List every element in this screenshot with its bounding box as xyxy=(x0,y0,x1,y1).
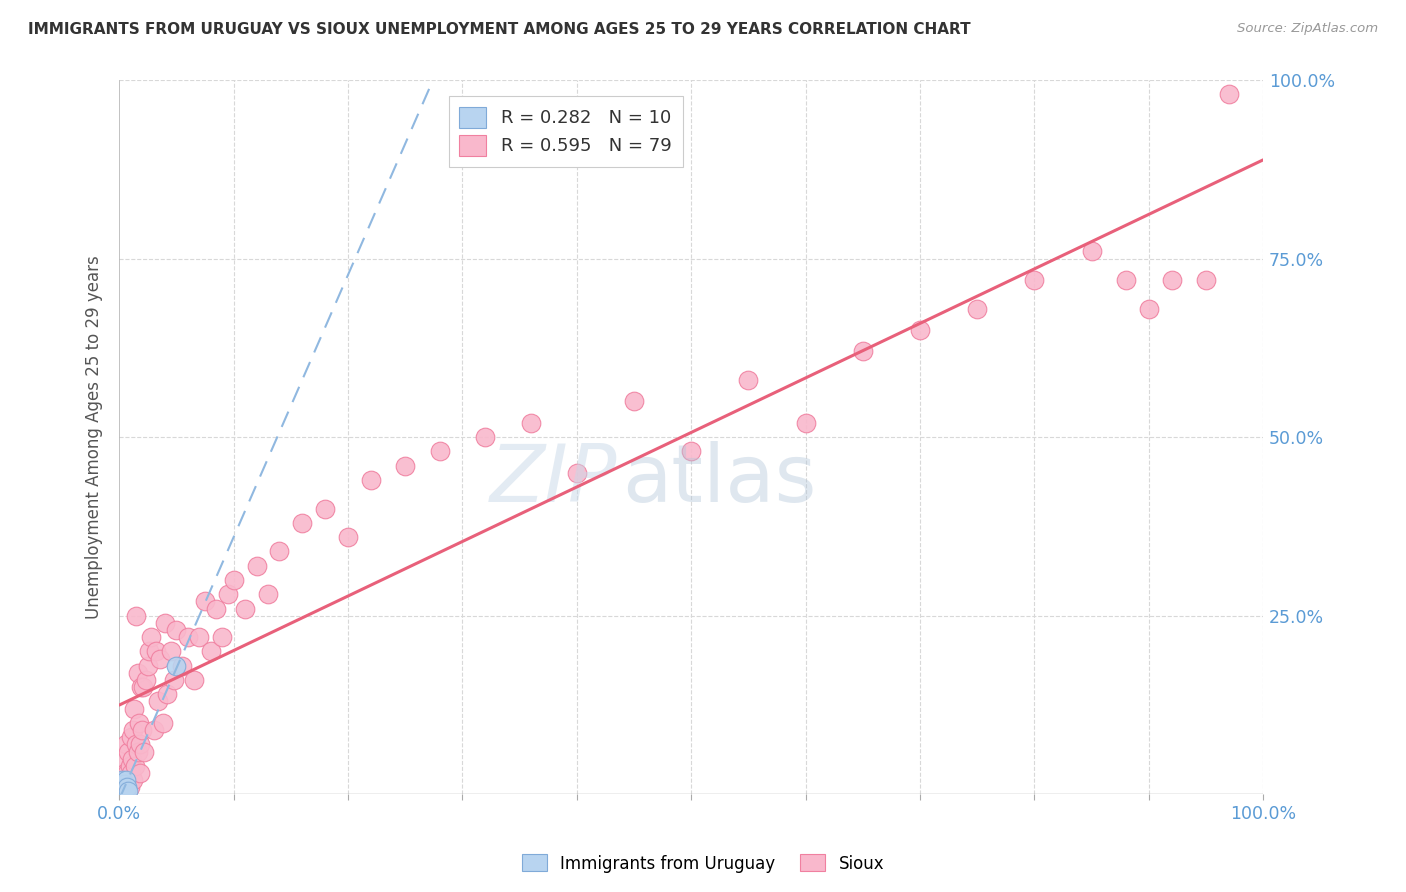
Point xyxy=(114,766,136,780)
Point xyxy=(623,394,645,409)
Point xyxy=(117,744,139,758)
Point xyxy=(127,744,149,758)
Point xyxy=(166,623,188,637)
Point xyxy=(1115,273,1137,287)
Point xyxy=(565,466,588,480)
Point xyxy=(194,594,217,608)
Point xyxy=(114,780,136,795)
Point xyxy=(177,630,200,644)
Point xyxy=(122,723,145,737)
Point xyxy=(794,416,817,430)
Point xyxy=(121,752,143,766)
Point xyxy=(1024,273,1046,287)
Point xyxy=(245,558,267,573)
Point xyxy=(1195,273,1218,287)
Point xyxy=(257,587,280,601)
Point xyxy=(222,573,245,587)
Point xyxy=(152,715,174,730)
Point xyxy=(145,644,167,658)
Point xyxy=(183,673,205,687)
Point xyxy=(146,694,169,708)
Point xyxy=(205,601,228,615)
Point xyxy=(128,766,150,780)
Point xyxy=(159,644,181,658)
Point xyxy=(188,630,211,644)
Point xyxy=(429,444,451,458)
Point xyxy=(115,784,138,798)
Y-axis label: Unemployment Among Ages 25 to 29 years: Unemployment Among Ages 25 to 29 years xyxy=(86,255,103,619)
Point xyxy=(117,766,139,780)
Point xyxy=(153,615,176,630)
Point xyxy=(125,608,148,623)
Point xyxy=(474,430,496,444)
Point xyxy=(117,773,139,788)
Point xyxy=(136,658,159,673)
Point xyxy=(120,730,142,744)
Point xyxy=(127,665,149,680)
Text: atlas: atlas xyxy=(623,441,817,519)
Text: Source: ZipAtlas.com: Source: ZipAtlas.com xyxy=(1237,22,1378,36)
Point xyxy=(172,658,194,673)
Point xyxy=(1218,87,1240,102)
Point xyxy=(217,587,239,601)
Point xyxy=(1137,301,1160,316)
Point xyxy=(135,673,157,687)
Legend: R = 0.282   N = 10, R = 0.595   N = 79: R = 0.282 N = 10, R = 0.595 N = 79 xyxy=(449,96,682,167)
Point xyxy=(200,644,222,658)
Point xyxy=(131,723,153,737)
Point xyxy=(120,766,142,780)
Point xyxy=(112,773,135,788)
Point xyxy=(211,630,233,644)
Point xyxy=(117,784,139,798)
Point xyxy=(142,723,165,737)
Point xyxy=(112,784,135,798)
Point xyxy=(111,780,134,795)
Point xyxy=(122,701,145,715)
Legend: Immigrants from Uruguay, Sioux: Immigrants from Uruguay, Sioux xyxy=(515,847,891,880)
Point xyxy=(1160,273,1182,287)
Text: ZIP: ZIP xyxy=(489,441,617,519)
Point xyxy=(118,780,141,795)
Point xyxy=(112,777,135,791)
Point xyxy=(269,544,291,558)
Point xyxy=(125,737,148,751)
Text: IMMIGRANTS FROM URUGUAY VS SIOUX UNEMPLOYMENT AMONG AGES 25 TO 29 YEARS CORRELAT: IMMIGRANTS FROM URUGUAY VS SIOUX UNEMPLO… xyxy=(28,22,970,37)
Point xyxy=(115,737,138,751)
Point xyxy=(114,780,136,795)
Point xyxy=(128,737,150,751)
Point xyxy=(110,773,132,788)
Point xyxy=(111,752,134,766)
Point xyxy=(117,780,139,795)
Point xyxy=(233,601,256,615)
Point xyxy=(360,473,382,487)
Point xyxy=(1080,244,1102,259)
Point xyxy=(124,759,146,773)
Point xyxy=(291,516,314,530)
Point xyxy=(337,530,360,544)
Point xyxy=(134,744,156,758)
Point xyxy=(163,673,186,687)
Point xyxy=(966,301,988,316)
Point xyxy=(132,680,155,694)
Point xyxy=(520,416,543,430)
Point xyxy=(156,687,179,701)
Point xyxy=(166,658,188,673)
Point xyxy=(149,651,172,665)
Point xyxy=(737,373,759,387)
Point xyxy=(394,458,416,473)
Point xyxy=(138,644,160,658)
Point xyxy=(314,501,336,516)
Point xyxy=(129,680,152,694)
Point xyxy=(852,344,875,359)
Point xyxy=(141,630,163,644)
Point xyxy=(118,759,141,773)
Point xyxy=(128,715,150,730)
Point xyxy=(681,444,703,458)
Point xyxy=(115,773,138,788)
Point xyxy=(908,323,931,337)
Point xyxy=(122,773,145,788)
